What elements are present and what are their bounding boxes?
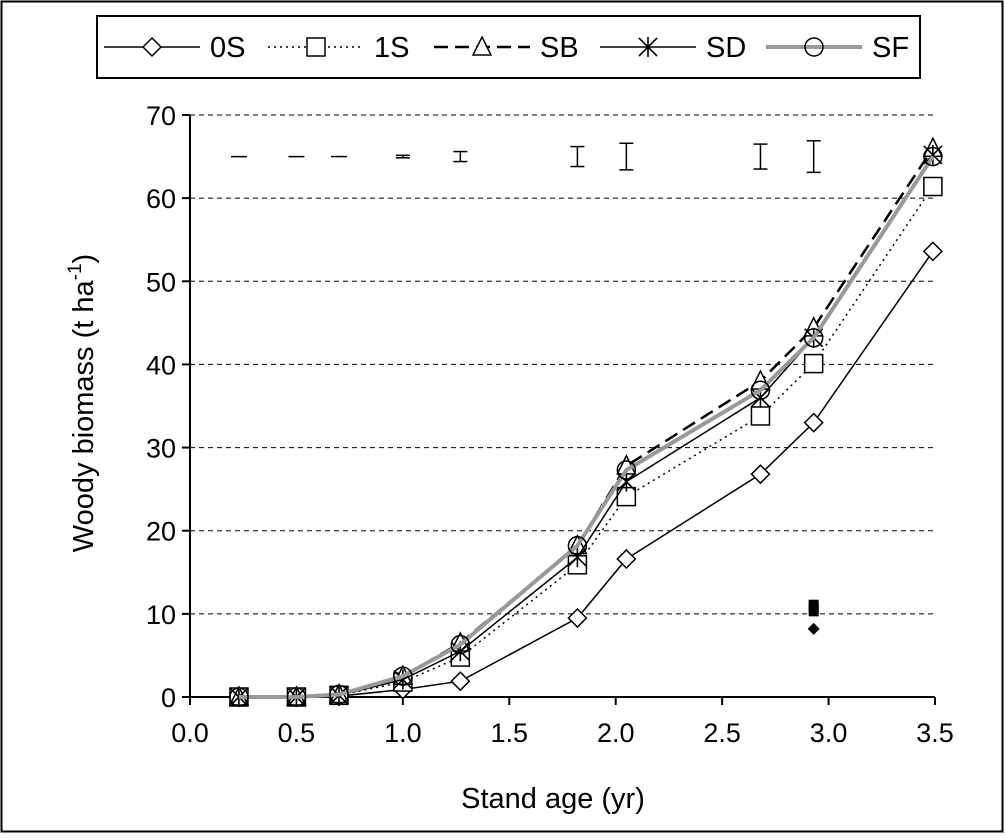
marker-circle	[803, 328, 824, 348]
series-line	[238, 155, 935, 699]
marker-square	[306, 37, 326, 57]
y-axis-label-sup: -1	[65, 263, 86, 280]
marker-circle	[329, 684, 349, 705]
error-bars	[230, 140, 821, 174]
extra-point	[808, 599, 819, 610]
y-axis-label-close: )	[68, 254, 100, 264]
marker-circle	[229, 687, 249, 707]
y-tick-label: 30	[146, 434, 176, 464]
error-bar	[806, 140, 821, 174]
y-tick-label: 20	[146, 517, 176, 547]
marker-diamond	[567, 607, 588, 629]
marker-circle	[616, 460, 637, 480]
error-bar	[395, 154, 410, 159]
marker-diamond	[803, 412, 824, 433]
marker-diamond	[616, 548, 637, 570]
legend-label: 1S	[374, 32, 409, 64]
error-bar	[453, 150, 468, 163]
error-bar	[753, 143, 768, 170]
legend-label: SF	[872, 32, 909, 64]
marker-diamond	[922, 241, 943, 262]
x-tick-label: 2.0	[597, 718, 635, 748]
marker-circle	[804, 37, 824, 57]
legend-label: SB	[540, 32, 579, 64]
legend-item-SF: SF	[766, 32, 909, 64]
y-tick-label: 50	[146, 267, 176, 297]
legend-item-SB: SB	[434, 32, 579, 64]
marker-circle	[923, 146, 943, 167]
marker-triangle	[471, 35, 493, 56]
extra-points	[807, 599, 820, 635]
x-tick-label: 2.5	[703, 718, 741, 748]
marker-diamond	[450, 671, 471, 692]
x-tick-label: 1.5	[491, 718, 529, 748]
x-tick-label: 0.5	[278, 718, 316, 748]
tick-labels: 0 10 20 30 40 50 60 70 0.0 0.5 1.0 1.5 2.0 2.5 3.0 3.5	[146, 101, 954, 748]
x-axis-label: Stand age (yr)	[461, 783, 645, 815]
y-axis-label-main: Woody biomass (t ha	[68, 279, 100, 552]
x-tick-label: 1.0	[384, 718, 422, 748]
legend-item-0S: 0S	[104, 32, 245, 64]
marker-circle	[286, 687, 307, 707]
marker-diamond	[141, 36, 163, 58]
extra-point	[807, 622, 820, 635]
error-bar	[570, 145, 585, 168]
series-SF	[229, 146, 943, 707]
legend-item-1S: 1S	[268, 32, 409, 64]
y-tick-label: 70	[146, 101, 176, 131]
legend-item-SD: SD	[600, 32, 746, 64]
legend-label: SD	[706, 32, 746, 64]
marker-asterisk	[638, 37, 658, 57]
series-line	[238, 147, 934, 699]
marker-square	[923, 176, 943, 197]
y-tick-label: 40	[146, 350, 176, 380]
x-tick-label: 3.5	[916, 718, 954, 748]
error-bar	[619, 142, 634, 171]
marker-circle	[567, 535, 588, 556]
marker-square	[803, 353, 824, 374]
marker-square	[750, 406, 771, 426]
grid	[190, 114, 935, 615]
marker-circle	[750, 380, 771, 400]
legend: 0S 1S SB SD SF	[96, 15, 921, 79]
marker-circle	[393, 666, 413, 686]
legend-label: 0S	[210, 32, 245, 64]
y-tick-label: 0	[161, 683, 176, 713]
x-tick-label: 3.0	[810, 718, 848, 748]
marker-diamond	[750, 464, 771, 485]
marker-circle	[450, 634, 471, 655]
y-tick-label: 10	[146, 600, 176, 630]
x-tick-label: 0.0	[171, 718, 209, 748]
y-tick-label: 60	[146, 184, 176, 214]
y-axis-label: Woody biomass (t ha-1)	[65, 254, 100, 552]
series-group	[228, 136, 944, 708]
